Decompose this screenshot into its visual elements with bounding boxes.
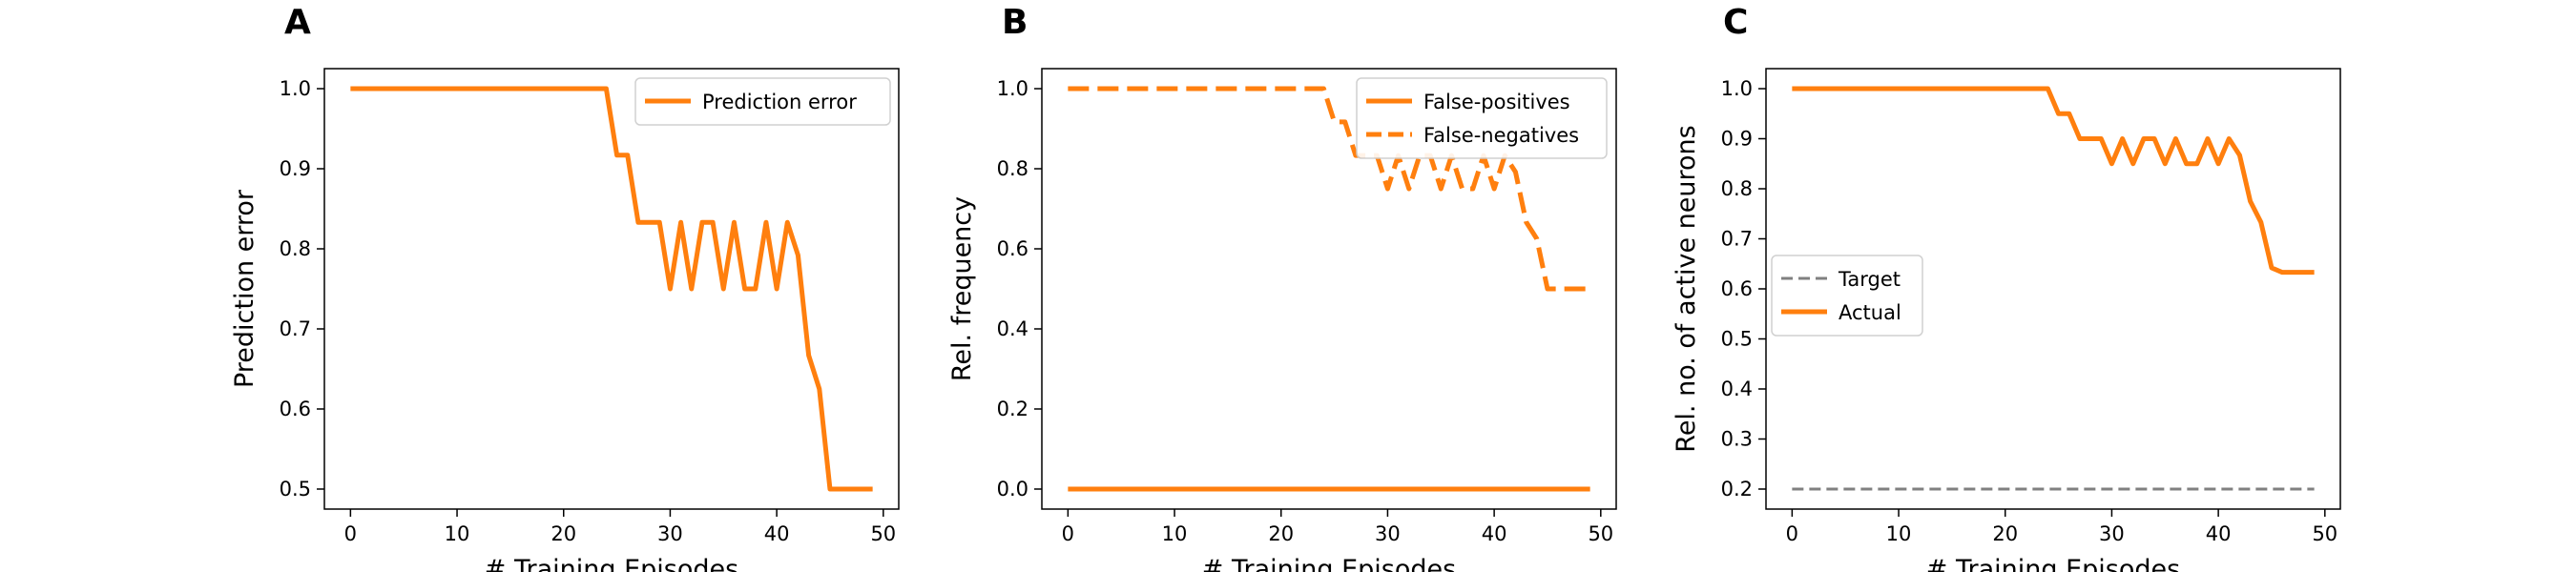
legend-box [1356,77,1608,159]
legend-label: Prediction error [702,91,857,113]
legend-label: False-positives [1423,91,1570,113]
legend-label: Actual [1839,301,1901,324]
x-tick-label: 10 [1886,522,1912,545]
x-tick-label: 30 [657,522,683,545]
panel-c: C 0 10 20 30 40 50 0.2 0.3 0.4 0.5 0.6 0.7 0.8 0.9 1.0 #… [1672,3,2341,572]
legend-box [634,77,891,126]
legend: False-positives False-negatives [1356,77,1608,159]
y-tick-label: 0.4 [1721,378,1753,400]
legend: Target Actual [1771,255,1923,337]
y-tick-label: 0.6 [1721,277,1753,300]
y-tick-label: 0.6 [997,237,1028,260]
panel-b: B 0 10 20 30 40 50 0.0 0.2 0.4 0.6 0.8 1.0 # Training… [947,3,1617,572]
y-tick-label: 0.7 [280,317,311,340]
x-tick-label: 20 [1992,522,2018,545]
y-tick-label: 1.0 [997,77,1028,100]
y-tick-label: 0.8 [997,157,1028,180]
y-tick-label: 0.7 [1721,228,1753,251]
y-tick-label: 1.0 [280,77,311,100]
legend-box [1771,255,1923,337]
x-tick-label: 50 [2312,522,2337,545]
x-tick-label: 10 [1162,522,1188,545]
legend: Prediction error [634,77,891,126]
x-tick-label: 40 [1482,522,1507,545]
plot-frame [1041,68,1617,510]
panel-letter: A [284,3,311,42]
x-axis-label: # Training Episodes [1926,555,2180,572]
x-tick-label: 30 [2099,522,2125,545]
series-line-actual [1792,86,2315,276]
x-tick-label: 40 [2206,522,2232,545]
legend-label: False-negatives [1423,124,1579,147]
x-tick-label: 0 [344,522,357,545]
y-tick-label: 0.9 [1721,128,1753,151]
x-tick-label: 0 [1062,522,1074,545]
y-tick-label: 0.9 [280,157,311,180]
x-tick-label: 30 [1375,522,1401,545]
y-tick-label: 0.6 [280,398,311,420]
panel-a: A 0 10 20 30 40 50 0.5 0.6 0.7 0.8 0.9 1.0 # Training… [230,3,900,572]
y-tick-label: 0.3 [1721,428,1753,451]
y-tick-label: 0.5 [1721,328,1753,351]
plot-frame [323,68,900,510]
x-tick-label: 20 [551,522,576,545]
y-tick-label: 0.2 [1721,478,1753,500]
y-tick-label: 0.0 [997,478,1028,500]
y-tick-label: 0.4 [997,317,1028,340]
y-axis-label: Rel. no. of active neurons [1672,125,1701,452]
series-line-false-negatives [1068,86,1590,292]
x-axis-label: # Training Episodes [485,555,738,572]
x-tick-label: 0 [1786,522,1798,545]
legend-label: Target [1838,268,1901,291]
x-tick-label: 10 [445,522,470,545]
y-tick-label: 0.8 [1721,177,1753,200]
y-tick-label: 0.2 [997,398,1028,420]
y-tick-label: 0.8 [280,237,311,260]
y-axis-label: Prediction error [230,189,260,388]
series-line-prediction-error [350,86,873,492]
x-axis-label: # Training Episodes [1202,555,1456,572]
panel-letter: B [1002,3,1028,42]
y-tick-label: 0.5 [280,478,311,500]
y-axis-label: Rel. frequency [947,196,977,381]
y-tick-label: 1.0 [1721,77,1753,100]
x-tick-label: 40 [764,522,790,545]
x-tick-label: 50 [1588,522,1613,545]
x-tick-label: 50 [870,522,896,545]
x-tick-label: 20 [1268,522,1294,545]
panel-letter: C [1723,3,1748,42]
